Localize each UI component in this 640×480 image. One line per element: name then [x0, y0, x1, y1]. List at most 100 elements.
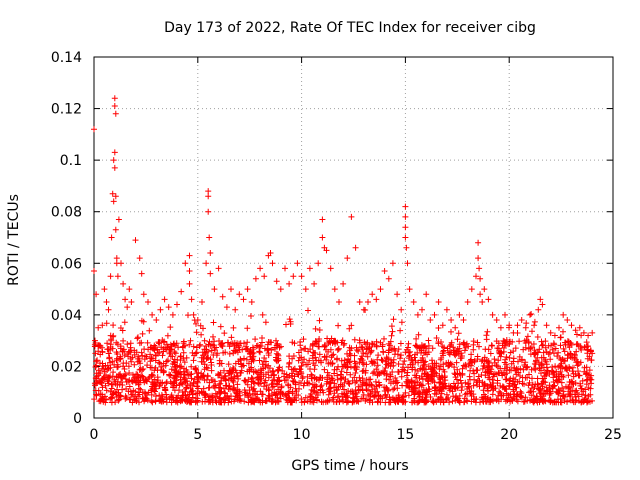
data-point — [356, 359, 363, 366]
data-point — [502, 311, 508, 318]
data-point — [154, 379, 160, 386]
data-point — [295, 357, 302, 364]
data-point — [436, 396, 443, 403]
data-point — [154, 346, 161, 353]
data-point — [103, 320, 110, 327]
data-point — [237, 340, 244, 347]
data-point — [457, 371, 464, 378]
data-point — [335, 345, 342, 352]
data-point — [311, 280, 318, 287]
data-point — [458, 355, 465, 361]
data-point — [516, 378, 523, 385]
data-point — [299, 373, 306, 380]
data-point — [555, 373, 562, 380]
data-point — [443, 396, 450, 403]
data-point — [203, 392, 209, 399]
data-point — [273, 337, 279, 344]
data-point — [374, 398, 381, 405]
data-point — [398, 373, 405, 380]
data-point — [270, 377, 276, 384]
data-point — [489, 342, 496, 349]
data-point — [326, 388, 333, 395]
data-point — [539, 361, 545, 368]
data-point — [271, 376, 278, 383]
data-point — [231, 396, 238, 403]
data-point — [326, 338, 333, 345]
data-point — [277, 286, 284, 293]
data-point — [481, 354, 488, 361]
data-point — [392, 375, 399, 381]
data-point — [348, 322, 355, 329]
data-point — [368, 348, 375, 355]
data-point — [522, 324, 529, 331]
data-point — [547, 329, 554, 336]
data-point — [236, 291, 243, 298]
data-point — [146, 374, 153, 381]
data-point — [585, 393, 592, 400]
data-point — [420, 365, 427, 372]
data-point — [194, 379, 201, 386]
data-point — [121, 352, 128, 359]
data-point — [382, 358, 389, 365]
data-point — [99, 348, 106, 355]
data-point — [528, 344, 535, 351]
data-point — [193, 329, 200, 336]
data-point — [551, 399, 558, 405]
data-point — [346, 350, 353, 357]
data-point — [96, 398, 103, 405]
data-point — [170, 380, 177, 387]
data-point — [459, 383, 466, 390]
data-point — [176, 381, 183, 388]
data-point — [269, 260, 276, 267]
data-point — [334, 347, 341, 353]
data-point — [395, 392, 402, 399]
data-point — [149, 399, 156, 406]
data-point — [533, 393, 540, 400]
data-point — [493, 317, 500, 323]
data-point — [269, 384, 276, 391]
data-point — [113, 391, 120, 397]
data-point — [381, 335, 387, 342]
data-point — [479, 365, 486, 372]
data-point — [349, 399, 356, 406]
data-point — [474, 381, 480, 388]
data-point — [136, 340, 143, 347]
data-point — [403, 244, 410, 251]
data-point — [423, 398, 430, 405]
data-point — [286, 396, 293, 403]
data-point — [451, 384, 458, 390]
data-point — [475, 255, 482, 262]
data-point — [180, 392, 187, 399]
data-point — [557, 334, 564, 341]
data-point — [322, 399, 329, 406]
data-point — [475, 373, 482, 380]
data-point — [525, 382, 532, 389]
data-point — [297, 342, 304, 349]
data-point — [167, 372, 174, 379]
data-point — [320, 389, 327, 396]
data-point — [165, 357, 171, 364]
data-point — [217, 323, 224, 330]
data-point — [369, 291, 376, 298]
data-point — [405, 344, 411, 351]
data-point — [197, 341, 204, 348]
data-point — [196, 375, 202, 382]
data-point — [168, 366, 175, 373]
data-point — [418, 357, 425, 364]
data-point — [194, 317, 201, 323]
data-point — [578, 398, 585, 405]
data-point — [266, 387, 273, 394]
chart-title: Day 173 of 2022, Rate Of TEC Index for r… — [164, 20, 536, 36]
data-point — [399, 382, 406, 389]
data-point — [110, 157, 117, 164]
data-point — [526, 389, 533, 396]
data-point — [543, 388, 550, 395]
data-point — [237, 369, 244, 376]
data-point — [101, 286, 108, 293]
data-point — [230, 324, 237, 331]
data-point — [278, 343, 284, 350]
x-tick-label: 5 — [193, 427, 202, 443]
data-point — [156, 397, 163, 404]
data-point — [452, 371, 459, 378]
data-point — [210, 383, 217, 390]
